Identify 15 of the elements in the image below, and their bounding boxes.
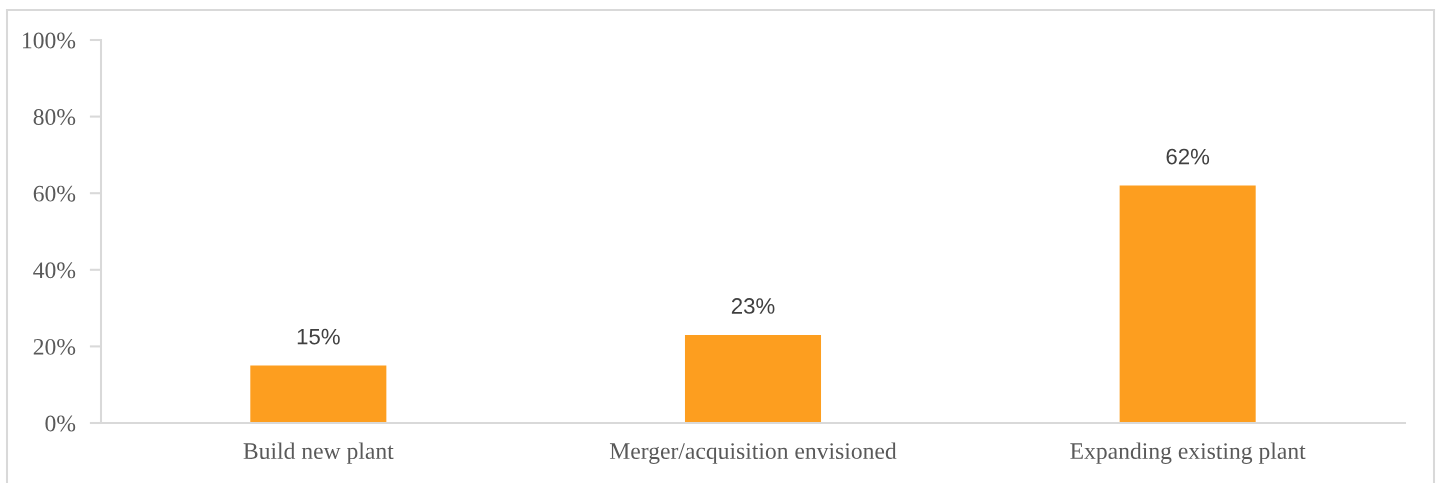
x-tick-label: Merger/acquisition envisioned [609, 442, 897, 464]
y-tick-label: 0% [45, 415, 76, 432]
bar [1119, 185, 1256, 423]
y-tick-label: 60% [33, 185, 76, 202]
y-tick-label: 40% [33, 262, 76, 279]
y-tick-label: 100% [22, 32, 76, 49]
data-label: 23% [731, 298, 775, 314]
x-tick-label: Build new plant [243, 442, 394, 464]
y-tick-label: 80% [33, 109, 76, 126]
bar [250, 365, 387, 423]
data-label: 62% [1166, 148, 1210, 165]
x-tick-label: Expanding existing plant [1070, 442, 1306, 464]
bar [684, 334, 822, 423]
y-tick-label: 20% [33, 338, 76, 355]
data-label: 15% [297, 328, 340, 345]
